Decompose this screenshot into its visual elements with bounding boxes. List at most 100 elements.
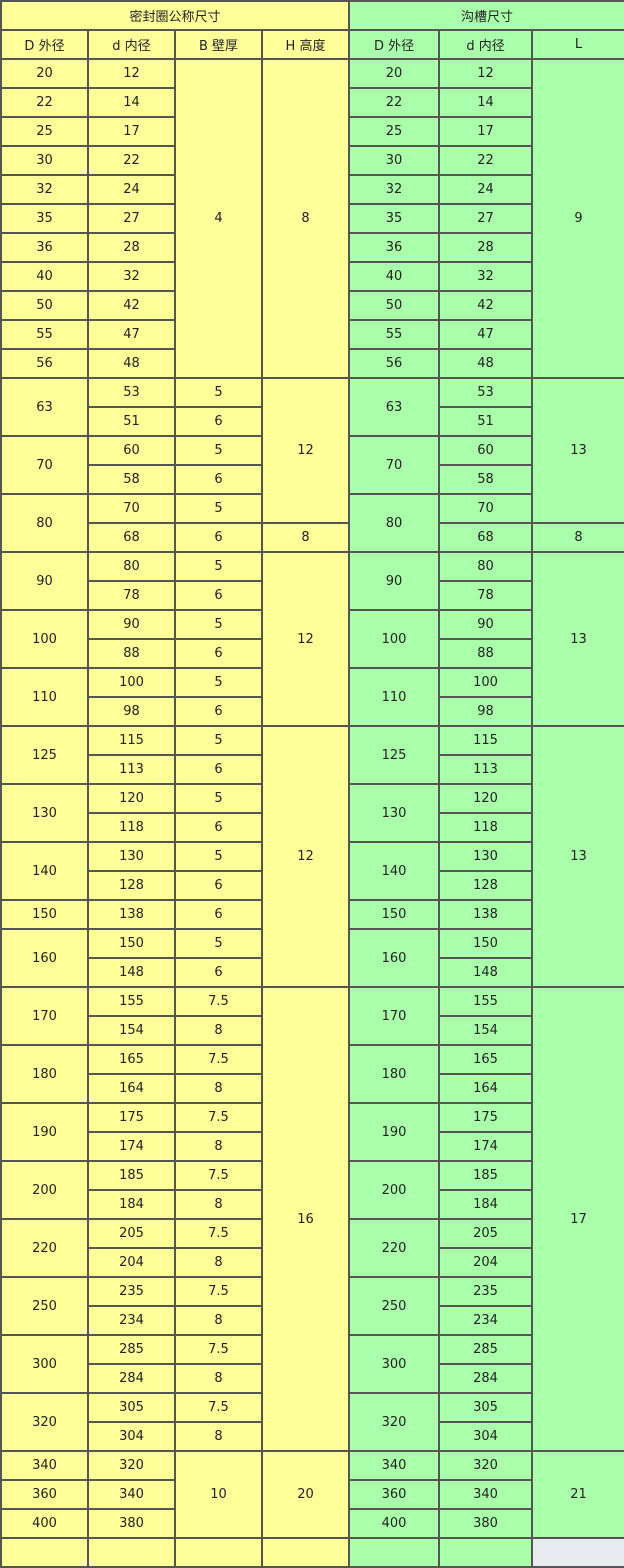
- seal-cell: 138: [87, 899, 176, 930]
- seal-cell: 150: [0, 899, 89, 930]
- seal-cell: 60: [87, 435, 176, 466]
- seal-cell: 6: [174, 638, 263, 669]
- groove-cell: 150: [348, 899, 441, 930]
- table-row: 35 27 35 27: [0, 203, 624, 234]
- table-row: 58 6 58: [1, 464, 624, 495]
- seal-cell: 164: [87, 1073, 176, 1104]
- seal-cell: 110: [0, 667, 89, 727]
- seal-cell: 27: [87, 203, 176, 234]
- seal-cell: 70: [0, 435, 89, 495]
- groove-cell: 90: [438, 609, 534, 640]
- groove-cell: 28: [438, 232, 534, 263]
- seal-cell: 100: [87, 667, 176, 698]
- seal-cell: 24: [87, 174, 176, 205]
- groove-cell: 360: [348, 1479, 441, 1510]
- groove-cell: 148: [438, 957, 534, 988]
- seal-cell: 8: [174, 1131, 263, 1162]
- groove-cell: 25: [348, 116, 441, 147]
- table-row: 180 165 7.5 180 165: [0, 1044, 624, 1104]
- table-row: 55 47 55 47: [0, 319, 624, 350]
- groove-cell: 20: [348, 58, 441, 89]
- groove-cell: 400: [348, 1508, 441, 1539]
- seal-cell: 340: [0, 1450, 89, 1481]
- seal-cell: [87, 1537, 176, 1568]
- groove-cell: 13: [531, 725, 624, 988]
- seal-cell: 5: [174, 667, 263, 698]
- seal-cell: 6: [174, 580, 263, 611]
- seal-cell: 360: [0, 1479, 89, 1510]
- seal-cell: 47: [87, 319, 176, 350]
- seal-cell: 125: [0, 725, 89, 785]
- groove-cell: 110: [348, 667, 441, 727]
- table-row: 160 150 5 160 150: [0, 928, 624, 988]
- seal-cell: [0, 1537, 89, 1568]
- groove-cell: 78: [438, 580, 534, 611]
- seal-cell: 400: [0, 1508, 89, 1539]
- groove-cell: 154: [438, 1015, 534, 1046]
- seal-cell: 36: [0, 232, 89, 263]
- groove-cell: 21: [531, 1450, 624, 1539]
- seal-cell: 165: [87, 1044, 176, 1075]
- groove-cell: 180: [348, 1044, 441, 1104]
- table-row: 148 6 148: [1, 957, 624, 988]
- seal-cell: 305: [87, 1392, 176, 1423]
- table-row: 130 120 5 130 120: [0, 783, 624, 843]
- seal-cell: 7.5: [174, 1392, 263, 1423]
- seal-cell: 8: [174, 1189, 263, 1220]
- table-row: 88 6 88: [1, 638, 624, 669]
- seal-cell: 200: [0, 1160, 89, 1220]
- seal-cell: 100: [0, 609, 89, 669]
- seal-cell: 12: [260, 377, 351, 524]
- table-row: 250 235 7.5 250 235: [0, 1276, 624, 1336]
- groove-cell: 174: [438, 1131, 534, 1162]
- seal-cell: 148: [87, 957, 176, 988]
- seal-cell: [174, 1537, 263, 1568]
- seal-cell: 235: [87, 1276, 176, 1307]
- groove-cell: 60: [438, 435, 534, 466]
- seal-cell: 78: [87, 580, 176, 611]
- seal-cell: 5: [174, 435, 263, 466]
- groove-cell: 150: [438, 928, 534, 959]
- seal-cell: 5: [174, 493, 263, 524]
- groove-cell: 160: [348, 928, 441, 988]
- table-row: 220 205 7.5 220 205: [0, 1218, 624, 1278]
- groove-cell: 22: [438, 145, 534, 176]
- groove-cell: 100: [438, 667, 534, 698]
- seal-cell: 53: [87, 377, 176, 408]
- table-row: 184 8 184: [1, 1189, 624, 1220]
- seal-cell: 22: [0, 87, 89, 118]
- groove-cell: 184: [438, 1189, 534, 1220]
- seal-cell: 320: [87, 1450, 176, 1481]
- seal-cell: 12: [260, 551, 351, 727]
- table-row: 80 70 5 80 70: [0, 493, 624, 553]
- seal-cell: 120: [87, 783, 176, 814]
- groove-cell: 300: [348, 1334, 441, 1394]
- seal-cell: 130: [87, 841, 176, 872]
- table-row: 140 130 5 140 130: [0, 841, 624, 901]
- groove-cell: 140: [348, 841, 441, 901]
- seal-cell: 184: [87, 1189, 176, 1220]
- groove-cell: 380: [438, 1508, 534, 1539]
- seal-cell: 185: [87, 1160, 176, 1191]
- seal-cell: 285: [87, 1334, 176, 1365]
- seal-cell: 130: [0, 783, 89, 843]
- seal-cell: 80: [0, 493, 89, 553]
- groove-cell: 63: [348, 377, 441, 437]
- groove-cell: 42: [438, 290, 534, 321]
- groove-cell: 80: [438, 551, 534, 582]
- groove-cell: 36: [348, 232, 441, 263]
- table-row: 36 28 36 28: [0, 232, 624, 263]
- seal-cell: 55: [0, 319, 89, 350]
- groove-cell: 40: [348, 261, 441, 292]
- table-row: 78 6 78: [1, 580, 624, 611]
- seal-cell: 98: [87, 696, 176, 727]
- groove-cell: [438, 1537, 534, 1568]
- seal-cell: 220: [0, 1218, 89, 1278]
- seal-cell: 113: [87, 754, 176, 785]
- groove-cell: 130: [438, 841, 534, 872]
- groove-cell: 125: [348, 725, 441, 785]
- table-row: 63 53 5 12 63 53 13: [0, 377, 624, 524]
- groove-cell: 24: [438, 174, 534, 205]
- table-row: 320 305 7.5 320 305: [0, 1392, 624, 1452]
